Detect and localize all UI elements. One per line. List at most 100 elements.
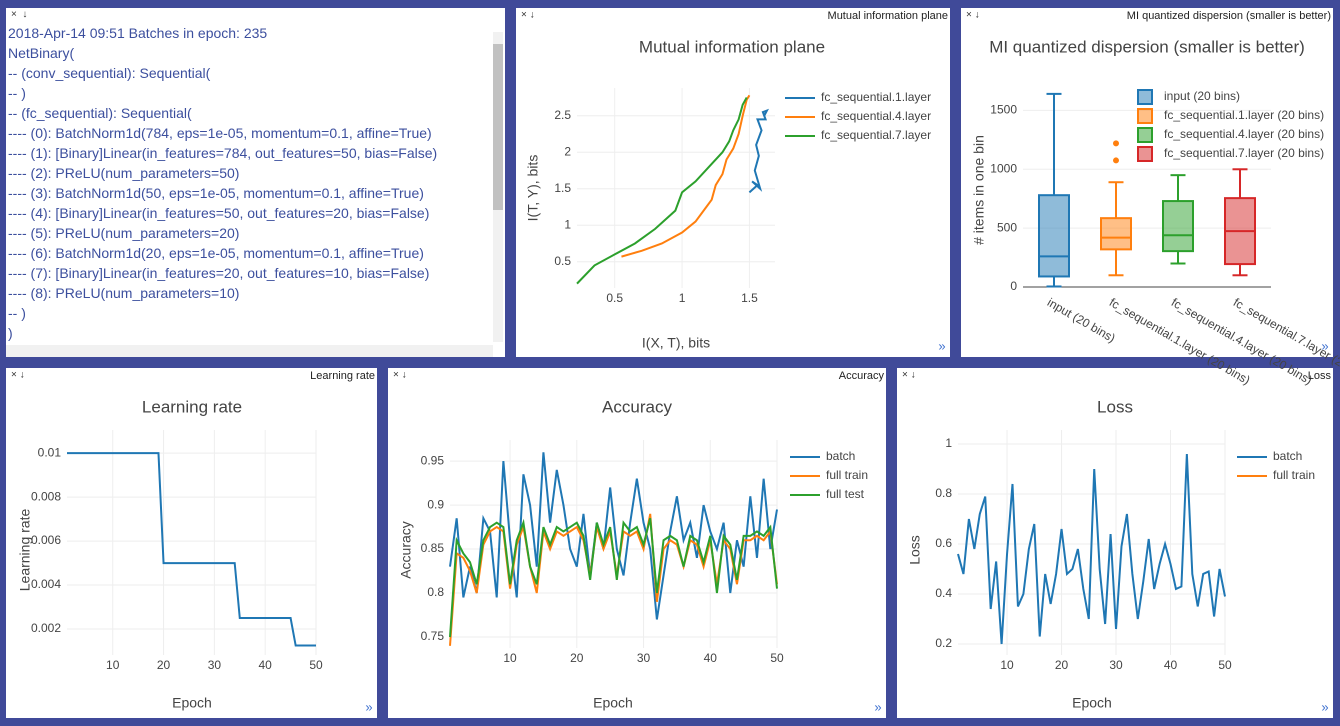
box: [1038, 194, 1070, 278]
y-axis-label: Learning rate: [17, 509, 33, 592]
legend-label: fc_sequential.1.layer (20 bins): [1164, 108, 1324, 122]
series-line: [67, 452, 316, 647]
chart-title: Accuracy: [602, 397, 672, 416]
x-tick-label: 10: [1000, 658, 1014, 672]
text-line: -- ): [8, 305, 26, 321]
text-line: ---- (7): [Binary]Linear(in_features=20,…: [8, 265, 430, 281]
x-axis-label: Epoch: [1072, 695, 1112, 711]
x-tick-label: 40: [1164, 658, 1178, 672]
window-controls[interactable]: × ↓: [11, 9, 28, 20]
window-controls: × ↓: [966, 10, 980, 21]
text-line: ---- (6): BatchNorm1d(20, eps=1e-05, mom…: [8, 245, 424, 261]
text-line: ---- (8): PReLU(num_parameters=10): [8, 285, 240, 301]
resize-icon: »: [1321, 338, 1328, 353]
chart-title: Mutual information plane: [639, 37, 825, 56]
window: [388, 368, 886, 718]
text-line: ---- (1): [Binary]Linear(in_features=784…: [8, 145, 438, 161]
y-axis-label: # items in one bin: [971, 135, 987, 245]
y-axis-label: Loss: [907, 535, 923, 565]
y-tick-label: 0.9: [427, 497, 444, 511]
text-line: -- (fc_sequential): Sequential(: [8, 105, 192, 121]
text-line: ---- (3): BatchNorm1d(50, eps=1e-05, mom…: [8, 185, 424, 201]
text-line: NetBinary(: [8, 45, 75, 61]
x-tick-label: 1.5: [741, 291, 758, 305]
y-tick-label: 0.6: [935, 536, 952, 550]
x-tick-label: 20: [157, 658, 171, 672]
y-tick-label: 1: [564, 217, 571, 231]
x-tick-label: 40: [259, 658, 273, 672]
series-line: [576, 97, 748, 285]
chart-title: Learning rate: [142, 397, 242, 416]
legend-label: full train: [826, 468, 868, 482]
text-line: -- ): [8, 85, 26, 101]
legend-label: full train: [1273, 468, 1315, 482]
text-window: × ↓ 2018-Apr-14 09:51 Batches in epoch: …: [6, 8, 505, 357]
x-tick-label: 10: [503, 651, 517, 665]
scrollbar[interactable]: [493, 32, 503, 342]
y-tick-label: 0.004: [31, 577, 61, 591]
y-tick-label: 0.008: [31, 489, 61, 503]
x-tick-label: 30: [637, 651, 651, 665]
h-scrollbar[interactable]: [6, 345, 493, 357]
chart-title: MI quantized dispersion (smaller is bett…: [989, 37, 1305, 56]
resize-icon: »: [365, 699, 372, 714]
y-axis-label: I(T, Y), bits: [525, 155, 541, 222]
series-line: [621, 94, 751, 258]
outlier: [1113, 157, 1119, 164]
window-title: MI quantized dispersion (smaller is bett…: [1127, 10, 1331, 22]
y-axis-label: Accuracy: [398, 521, 414, 579]
legend-label: full test: [826, 487, 865, 501]
window: [6, 368, 377, 718]
legend-label: batch: [1273, 449, 1302, 463]
x-tick-label: 50: [1218, 658, 1232, 672]
y-tick-label: 500: [997, 220, 1017, 234]
window-controls: × ↓: [902, 370, 916, 381]
resize-icon: »: [938, 338, 945, 353]
window-controls: × ↓: [11, 370, 25, 381]
text-line: ---- (5): PReLU(num_parameters=20): [8, 225, 240, 241]
y-tick-label: 2.5: [554, 108, 571, 122]
resize-icon: »: [1321, 699, 1328, 714]
window: [897, 368, 1333, 718]
x-tick-label: 1: [679, 291, 686, 305]
legend-label: fc_sequential.1.layer: [821, 90, 931, 104]
legend-swatch: [1137, 146, 1153, 162]
y-tick-label: 0.8: [427, 585, 444, 599]
x-tick-label: 0.5: [606, 291, 623, 305]
series-line: [449, 518, 778, 638]
legend-label: input (20 bins): [1164, 89, 1240, 103]
y-tick-label: 0.01: [38, 445, 62, 459]
window-title: Learning rate: [310, 370, 375, 382]
y-tick-label: 1: [945, 436, 952, 450]
legend-swatch: [1137, 89, 1153, 105]
x-axis-label: Epoch: [172, 695, 212, 711]
x-tick-label: 10: [106, 658, 120, 672]
legend-label: fc_sequential.4.layer (20 bins): [1164, 127, 1324, 141]
x-axis-label: Epoch: [593, 695, 633, 711]
x-tick-label: 50: [770, 651, 784, 665]
chart-title: Loss: [1097, 397, 1133, 416]
legend-label: fc_sequential.7.layer: [821, 128, 931, 142]
x-tick-label: 50: [309, 658, 323, 672]
window-title: Mutual information plane: [828, 10, 948, 22]
resize-icon: »: [874, 699, 881, 714]
legend-label: fc_sequential.4.layer: [821, 109, 931, 123]
series-line: [957, 453, 1226, 645]
y-tick-label: 1000: [990, 161, 1017, 175]
y-tick-label: 0.75: [421, 629, 445, 643]
y-tick-label: 0.8: [935, 486, 952, 500]
legend-label: batch: [826, 449, 855, 463]
y-tick-label: 0.5: [554, 254, 571, 268]
y-tick-label: 0.002: [31, 621, 61, 635]
window: [516, 8, 950, 357]
y-tick-label: 1500: [990, 103, 1017, 117]
x-tick-label: 30: [208, 658, 222, 672]
outlier: [1113, 140, 1119, 147]
text-line: ): [8, 325, 13, 341]
text-line: -- (conv_sequential): Sequential(: [8, 65, 211, 81]
y-tick-label: 0.006: [31, 533, 61, 547]
box: [1162, 200, 1194, 253]
legend-swatch: [1137, 127, 1153, 143]
y-tick-label: 0.4: [935, 586, 952, 600]
